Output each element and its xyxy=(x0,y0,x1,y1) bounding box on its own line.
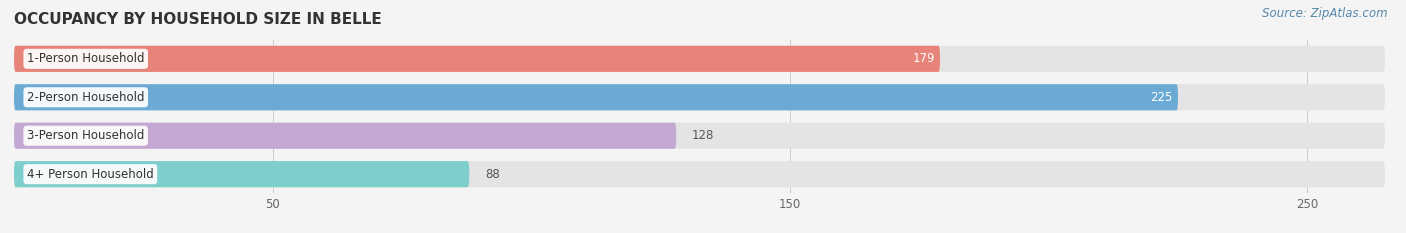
Text: 2-Person Household: 2-Person Household xyxy=(27,91,145,104)
Text: 179: 179 xyxy=(912,52,935,65)
Text: 3-Person Household: 3-Person Household xyxy=(27,129,145,142)
FancyBboxPatch shape xyxy=(14,123,676,149)
FancyBboxPatch shape xyxy=(14,84,1178,110)
Text: Source: ZipAtlas.com: Source: ZipAtlas.com xyxy=(1263,7,1388,20)
Text: 88: 88 xyxy=(485,168,499,181)
FancyBboxPatch shape xyxy=(14,123,1385,149)
Text: 4+ Person Household: 4+ Person Household xyxy=(27,168,153,181)
FancyBboxPatch shape xyxy=(14,84,1385,110)
Text: 1-Person Household: 1-Person Household xyxy=(27,52,145,65)
Text: OCCUPANCY BY HOUSEHOLD SIZE IN BELLE: OCCUPANCY BY HOUSEHOLD SIZE IN BELLE xyxy=(14,12,382,27)
FancyBboxPatch shape xyxy=(14,161,1385,187)
FancyBboxPatch shape xyxy=(14,46,941,72)
Text: 225: 225 xyxy=(1150,91,1173,104)
FancyBboxPatch shape xyxy=(14,46,1385,72)
Text: 128: 128 xyxy=(692,129,714,142)
FancyBboxPatch shape xyxy=(14,161,470,187)
